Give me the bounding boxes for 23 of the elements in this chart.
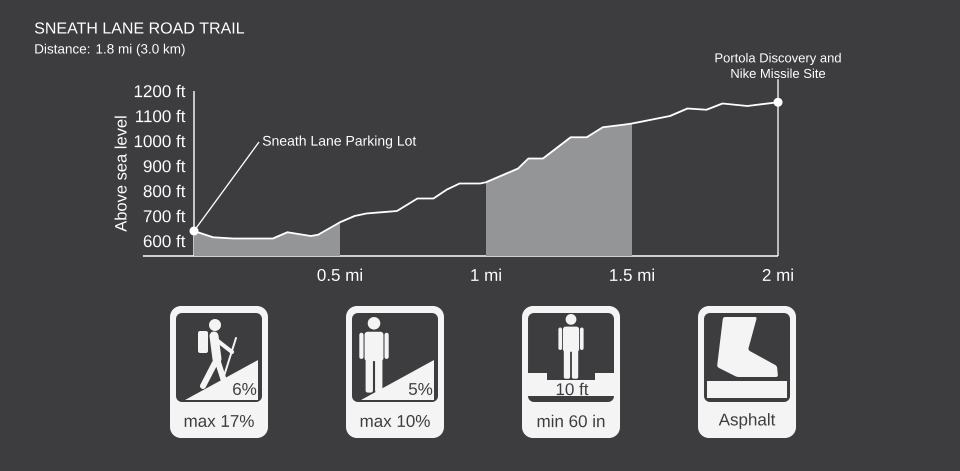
x-tick-label: 0.5 mi [318,268,362,282]
y-axis-title: Above sea level [114,116,127,232]
text: max 17% [184,415,254,427]
text: 10 ft [556,382,588,396]
text: Asphalt [718,413,776,429]
y-tick-label: 600 ft [144,234,186,248]
text: 6% [233,382,256,396]
chart-title: SNEATH LANE ROAD TRAIL [34,22,244,34]
x-tick-label: 1.5 mi [610,268,654,282]
y-tick-label: 1000 ft [134,134,186,148]
y-tick-label: 700 ft [144,210,186,222]
annotation: Portola Discovery and Nike Missile Site [715,52,841,78]
text: 5% [408,383,432,395]
x-tick-label: 1 mi [471,268,501,281]
y-tick-label: 1100 ft [136,110,186,122]
y-tick-label: 900 ft [144,160,186,172]
y-tick-label: 1200 ft [134,84,186,98]
y-tick-label: 800 ft [144,184,186,198]
annotation: Sneath Lane Parking Lot [262,135,416,149]
chart-subtitle: Distance: 1.8 mi (3.0 km) [35,44,185,56]
x-tick-label: 2 mi [762,268,793,281]
text: max 10% [360,414,430,428]
text: min 60 in [538,414,604,428]
